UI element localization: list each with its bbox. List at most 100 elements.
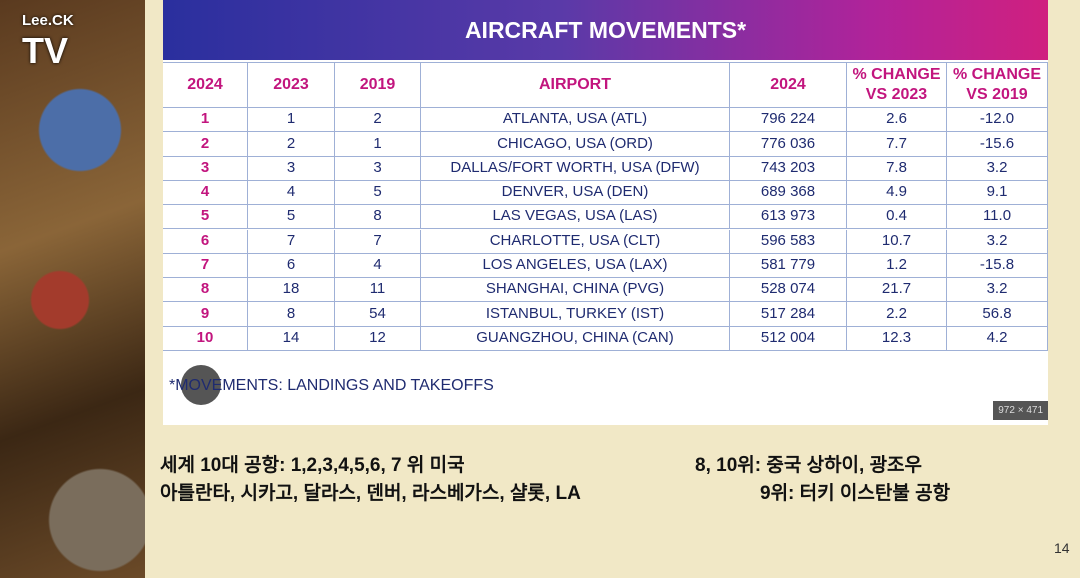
table-title: AIRCRAFT MOVEMENTS* (163, 0, 1048, 60)
page-number: 14 (1054, 540, 1070, 556)
header-cell: 2024 (163, 62, 248, 108)
header-text: 2024 (770, 76, 806, 93)
header-cell: % CHANGE VS 2023 (847, 62, 947, 108)
table-cell: DALLAS/FORT WORTH, USA (DFW) (421, 156, 730, 181)
table-cell: 3 (335, 156, 421, 181)
table-cell: 776 036 (730, 132, 847, 157)
note-text: 아틀란타, 시카고, 달라스, 덴버, 라스베가스, 샬롯, LA (160, 483, 581, 504)
note-text: 9위: 터키 이스탄불 공항 (760, 483, 951, 504)
table-cell: 7.7 (847, 132, 947, 157)
header-text: 2024 (187, 76, 223, 93)
table-cell: 9 (163, 302, 248, 327)
table-cell: 596 583 (730, 229, 847, 254)
table-cell: 3 (163, 156, 248, 181)
table-cell: 3.2 (947, 156, 1048, 181)
table-cell: 743 203 (730, 156, 847, 181)
table-cell: CHICAGO, USA (ORD) (421, 132, 730, 157)
table-cell: 7 (335, 229, 421, 254)
table-cell: ISTANBUL, TURKEY (IST) (421, 302, 730, 327)
table-cell: 4 (248, 180, 335, 206)
table-cell: 613 973 (730, 205, 847, 230)
header-text: % CHANGE (952, 66, 1041, 83)
header-text: VS 2019 (966, 86, 1028, 103)
decorative-image (0, 0, 145, 578)
note-text: 세계 10대 공항: 1,2,3,4,5,6, 7 위 미국 (160, 455, 465, 476)
table-cell: 1.2 (847, 253, 947, 279)
lens-icon[interactable] (181, 365, 221, 405)
logo-text: TV (22, 30, 69, 71)
table-cell: 581 779 (730, 253, 847, 279)
table-cell: ATLANTA, USA (ATL) (421, 108, 730, 133)
table-cell: 2 (163, 132, 248, 157)
table-cell: -15.8 (947, 253, 1048, 279)
table-cell: LOS ANGELES, USA (LAX) (421, 253, 730, 279)
table-cell: 517 284 (730, 302, 847, 327)
header-text: % CHANGE (852, 66, 941, 83)
table-cell: 1 (163, 108, 248, 133)
table-cell: 3 (248, 156, 335, 181)
image-size-badge: 972 × 471 (993, 401, 1048, 420)
table-cell: 3.2 (947, 278, 1048, 303)
header-text: VS 2023 (865, 86, 928, 103)
table-cell: 56.8 (947, 302, 1048, 327)
header-text: 2019 (359, 76, 396, 93)
table-image: AIRCRAFT MOVEMENTS* *MOVEMENTS: LANDINGS… (163, 0, 1048, 425)
table-cell: 2.6 (847, 108, 947, 133)
table-cell: 11.0 (947, 205, 1048, 230)
table-cell: 796 224 (730, 108, 847, 133)
table-cell: 10 (163, 326, 248, 351)
table-cell: 12.3 (847, 326, 947, 351)
table-cell: 5 (248, 205, 335, 230)
table-cell: 12 (335, 326, 421, 351)
table-cell: 689 368 (730, 180, 847, 206)
table-cell: 2 (335, 108, 421, 133)
table-cell: 5 (163, 205, 248, 230)
header-text: AIRPORT (539, 76, 611, 93)
table-cell: 6 (163, 229, 248, 254)
footnote: *MOVEMENTS: LANDINGS AND TAKEOFFS (169, 377, 494, 394)
table-cell: 8 (335, 205, 421, 230)
table-cell: -12.0 (947, 108, 1048, 133)
header-text: 2023 (273, 76, 309, 93)
table-cell: 3.2 (947, 229, 1048, 254)
note-text: 8, 10위: 중국 상하이, 광조우 (695, 455, 923, 476)
table-cell: 4 (335, 253, 421, 279)
table-cell: 1 (335, 132, 421, 157)
table-cell: DENVER, USA (DEN) (421, 180, 730, 206)
table-cell: 1 (248, 108, 335, 133)
table-cell: 4.2 (947, 326, 1048, 351)
table-cell: 5 (335, 180, 421, 206)
table-cell: 21.7 (847, 278, 947, 303)
table-cell: LAS VEGAS, USA (LAS) (421, 205, 730, 230)
table-cell: 8 (248, 302, 335, 327)
table-cell: 4.9 (847, 180, 947, 206)
table-cell: 18 (248, 278, 335, 303)
header-cell: 2019 (335, 62, 421, 108)
table-cell: 2 (248, 132, 335, 157)
table-cell: 11 (335, 278, 421, 303)
table-cell: 6 (248, 253, 335, 279)
table-cell: 4 (163, 180, 248, 206)
logo-text: Lee.CK (22, 12, 74, 29)
table-cell: 512 004 (730, 326, 847, 351)
table-cell: GUANGZHOU, CHINA (CAN) (421, 326, 730, 351)
table-cell: 2.2 (847, 302, 947, 327)
header-cell: 2024 (730, 62, 847, 108)
table-cell: 10.7 (847, 229, 947, 254)
table-cell: 7.8 (847, 156, 947, 181)
table-cell: -15.6 (947, 132, 1048, 157)
table-cell: 7 (163, 253, 248, 279)
table-cell: 7 (248, 229, 335, 254)
table-cell: 54 (335, 302, 421, 327)
table-cell: 528 074 (730, 278, 847, 303)
header-cell: AIRPORT (421, 62, 730, 108)
table-cell: 8 (163, 278, 248, 303)
header-cell: % CHANGE VS 2019 (947, 62, 1048, 108)
table-cell: SHANGHAI, CHINA (PVG) (421, 278, 730, 303)
header-cell: 2023 (248, 62, 335, 108)
table-cell: CHARLOTTE, USA (CLT) (421, 229, 730, 254)
table-cell: 14 (248, 326, 335, 351)
table-cell: 9.1 (947, 180, 1048, 206)
table-cell: 0.4 (847, 205, 947, 230)
